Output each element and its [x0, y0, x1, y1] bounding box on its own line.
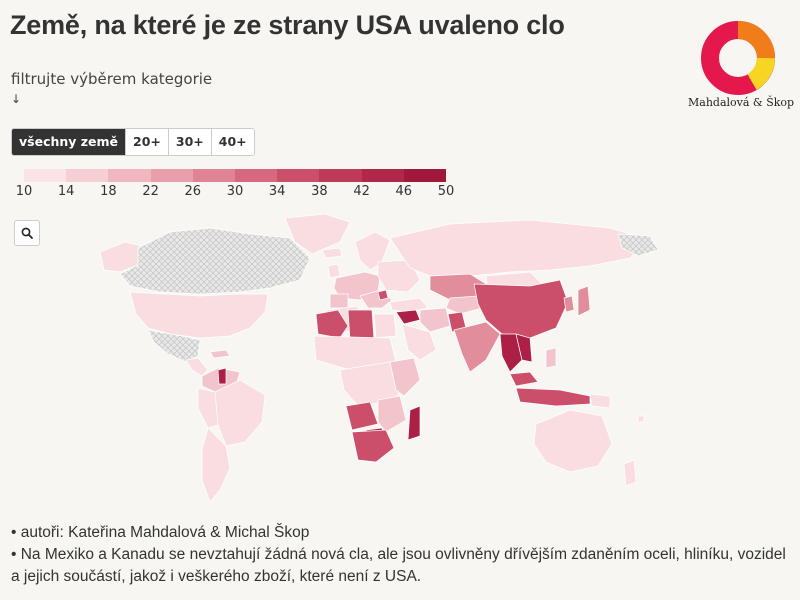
- map-region-malaysia[interactable]: [509, 371, 539, 387]
- map-region-iran[interactable]: [419, 307, 451, 333]
- map-region-new-zealand[interactable]: [623, 459, 637, 487]
- legend-tick-label: 22: [142, 184, 159, 199]
- map-region-guyana[interactable]: [217, 367, 227, 385]
- map-region-central-asia[interactable]: [445, 295, 483, 315]
- filter-button-30-plus[interactable]: 30+: [168, 129, 212, 155]
- map-region-india[interactable]: [453, 321, 501, 373]
- legend-swatch: [403, 169, 447, 182]
- map-region-japan[interactable]: [577, 285, 591, 317]
- legend-swatch: [24, 169, 67, 182]
- page-title: Země, na které je ze strany USA uvaleno …: [10, 10, 565, 40]
- map-region-philippines[interactable]: [545, 347, 557, 369]
- map-region-argentina-chile[interactable]: [201, 427, 231, 503]
- color-legend: 10 14 18 22 26 30 34 38 42 46 50: [16, 169, 456, 200]
- legend-color-scale: [24, 169, 447, 182]
- map-region-canada[interactable]: [119, 227, 311, 295]
- map-region-myanmar-thailand[interactable]: [499, 333, 523, 373]
- map-region-turkey[interactable]: [389, 297, 429, 313]
- legend-swatch: [277, 169, 320, 182]
- map-region-arabia[interactable]: [401, 323, 437, 361]
- footnotes: • autoři: Kateřina Mahdalová & Michal Šk…: [11, 522, 791, 588]
- map-region-greenland[interactable]: [284, 213, 351, 255]
- legend-tick-label: 38: [311, 184, 328, 199]
- map-region-new-guinea[interactable]: [589, 393, 611, 409]
- map-region-syria-iraq[interactable]: [395, 309, 421, 325]
- legend-tick-label: 10: [15, 184, 33, 199]
- legend-swatch: [319, 169, 362, 182]
- legend-swatch: [150, 169, 193, 182]
- legend-tick-label: 46: [395, 184, 413, 199]
- map-region-libya[interactable]: [347, 309, 375, 341]
- map-region-serbia[interactable]: [377, 289, 389, 301]
- down-arrow-icon: ↓: [11, 92, 22, 106]
- legend-tick-label: 34: [268, 184, 286, 199]
- map-region-angola-zambia[interactable]: [345, 401, 379, 431]
- map-region-korea[interactable]: [563, 295, 575, 313]
- filter-label: filtrujte výběrem kategorie: [11, 70, 213, 88]
- logo-text: Mahdalová & Škop: [688, 96, 795, 109]
- map-region-vietnam-laos[interactable]: [515, 333, 533, 363]
- map-region-uk[interactable]: [327, 263, 341, 279]
- map-region-tanzania-mozambique[interactable]: [377, 395, 407, 433]
- legend-swatch: [66, 169, 109, 182]
- map-region-egypt[interactable]: [373, 313, 397, 339]
- map-region-madagascar[interactable]: [407, 405, 421, 441]
- legend-swatch: [235, 169, 278, 182]
- legend-swatch: [361, 169, 404, 182]
- map-region-pacific-islands[interactable]: [637, 415, 645, 423]
- zoom-button[interactable]: [14, 220, 40, 246]
- map-region-caribbean[interactable]: [209, 349, 231, 359]
- search-icon: [21, 227, 33, 239]
- map-region-peru-bolivia[interactable]: [197, 387, 219, 429]
- legend-tick-label: 18: [100, 184, 117, 199]
- map-region-algeria[interactable]: [315, 309, 349, 339]
- legend-tick-label: 26: [184, 184, 202, 199]
- map-region-australia[interactable]: [533, 409, 613, 473]
- legend-ticks: 10 14 18 22 26 30 34 38 42 46 50: [16, 182, 456, 200]
- map-region-indonesia[interactable]: [515, 387, 591, 407]
- legend-tick-label: 50: [437, 184, 455, 199]
- legend-tick-label: 30: [226, 184, 244, 199]
- map-region-southern-africa[interactable]: [351, 429, 395, 463]
- footnote-mexico-canada: • Na Mexiko a Kanadu se nevztahují žádná…: [11, 546, 786, 585]
- map-region-russia[interactable]: [389, 219, 651, 277]
- filter-button-20-plus[interactable]: 20+: [126, 129, 169, 155]
- category-filter: všechny země 20+ 30+ 40+: [11, 128, 255, 156]
- footnote-authors: • autoři: Kateřina Mahdalová & Michal Šk…: [11, 524, 310, 541]
- map-region-iceland[interactable]: [321, 247, 343, 259]
- filter-button-all[interactable]: všechny země: [12, 129, 127, 155]
- legend-swatch: [108, 169, 151, 182]
- legend-tick-label: 42: [353, 184, 370, 199]
- map-region-usa[interactable]: [129, 291, 269, 339]
- logo-ring-icon: [701, 21, 775, 95]
- filter-button-40-plus[interactable]: 40+: [211, 129, 254, 155]
- logo: Mahdalová & Škop: [688, 20, 795, 109]
- map-region-china[interactable]: [473, 279, 569, 339]
- world-map[interactable]: [90, 210, 690, 510]
- legend-tick-label: 14: [57, 184, 75, 199]
- map-region-east-africa[interactable]: [389, 357, 421, 397]
- map-region-chukotka-hatch[interactable]: [617, 233, 659, 257]
- legend-swatch: [192, 169, 236, 182]
- map-region-central-america[interactable]: [185, 357, 209, 377]
- map-region-iberia[interactable]: [329, 293, 349, 309]
